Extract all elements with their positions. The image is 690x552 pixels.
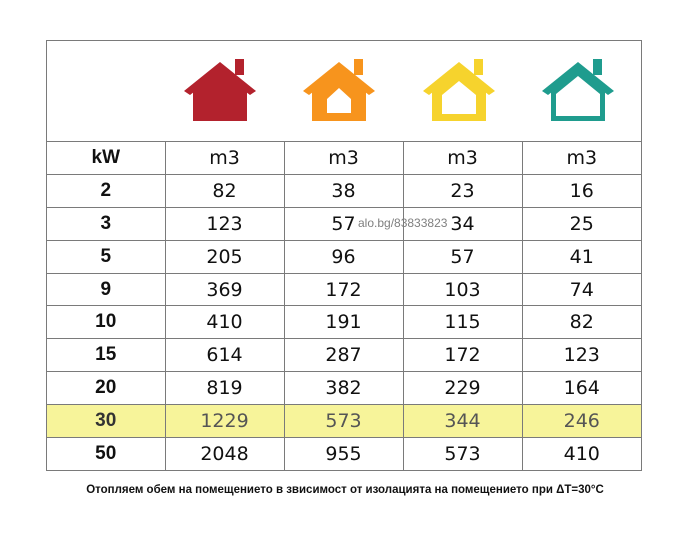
volume-cell: 1229 <box>164 404 285 439</box>
volume-cell: 82 <box>164 173 285 208</box>
volume-cell: 57 <box>283 206 404 241</box>
volume-cell: 382 <box>283 371 404 406</box>
volume-cell: 573 <box>283 404 404 439</box>
volume-cell: 205 <box>164 239 285 274</box>
table-caption: Отопляем обем на помещението в звисимост… <box>86 484 604 496</box>
volume-table: kW m3 m3 m3 m3 2 82 38 23 16 3 123 57 34… <box>47 141 641 471</box>
table-row: 2 82 38 23 16 <box>47 173 641 208</box>
table-row: 50 2048 955 573 410 <box>47 437 641 471</box>
volume-cell: 82 <box>521 305 641 340</box>
volume-cell: 123 <box>164 206 285 241</box>
table-row: 9 369 172 103 74 <box>47 272 641 307</box>
volume-cell: 115 <box>402 305 523 340</box>
header-m3: m3 <box>164 141 285 175</box>
kw-cell: 20 <box>47 371 166 406</box>
volume-cell: 819 <box>164 371 285 406</box>
table-header-row: kW m3 m3 m3 m3 <box>47 141 641 175</box>
table-row: 20 819 382 229 164 <box>47 371 641 406</box>
kw-cell: 50 <box>47 437 166 471</box>
header-m3: m3 <box>402 141 523 175</box>
kw-cell: 9 <box>47 272 166 307</box>
table-row-highlighted: 30 1229 573 344 246 <box>47 404 641 439</box>
kw-cell: 5 <box>47 239 166 274</box>
header-m3: m3 <box>521 141 641 175</box>
volume-cell: 96 <box>283 239 404 274</box>
volume-cell: 191 <box>283 305 404 340</box>
house-teal-icon <box>542 59 614 121</box>
table-row: 10 410 191 115 82 <box>47 305 641 340</box>
volume-cell: 369 <box>164 272 285 307</box>
volume-cell: 573 <box>402 437 523 471</box>
volume-cell: 2048 <box>164 437 285 471</box>
table-row: 3 123 57 34 25 <box>47 206 641 241</box>
volume-cell: 614 <box>164 338 285 373</box>
header-m3: m3 <box>283 141 404 175</box>
volume-cell: 41 <box>521 239 641 274</box>
volume-cell: 287 <box>283 338 404 373</box>
volume-cell: 23 <box>402 173 523 208</box>
house-yellow-icon <box>423 59 495 121</box>
volume-cell: 172 <box>283 272 404 307</box>
house-red-icon <box>184 59 256 121</box>
volume-cell: 172 <box>402 338 523 373</box>
volume-cell: 229 <box>402 371 523 406</box>
insulation-icon-row <box>47 41 641 141</box>
house-orange-icon <box>303 59 375 121</box>
volume-cell: 103 <box>402 272 523 307</box>
volume-cell: 16 <box>521 173 641 208</box>
kw-cell: 2 <box>47 173 166 208</box>
kw-cell: 30 <box>47 404 166 439</box>
watermark: alo.bg/83833823 <box>358 216 448 230</box>
header-kw: kW <box>47 141 166 175</box>
kw-cell: 3 <box>47 206 166 241</box>
volume-cell: 25 <box>521 206 641 241</box>
volume-cell: 74 <box>521 272 641 307</box>
volume-cell: 123 <box>521 338 641 373</box>
volume-cell: 955 <box>283 437 404 471</box>
volume-cell: 344 <box>402 404 523 439</box>
volume-cell: 246 <box>521 404 641 439</box>
kw-cell: 15 <box>47 338 166 373</box>
volume-cell: 164 <box>521 371 641 406</box>
table-row: 5 205 96 57 41 <box>47 239 641 274</box>
volume-table-frame: kW m3 m3 m3 m3 2 82 38 23 16 3 123 57 34… <box>46 40 642 471</box>
volume-cell: 410 <box>164 305 285 340</box>
volume-cell: 57 <box>402 239 523 274</box>
volume-cell: 38 <box>283 173 404 208</box>
kw-cell: 10 <box>47 305 166 340</box>
table-row: 15 614 287 172 123 <box>47 338 641 373</box>
volume-cell: 410 <box>521 437 641 471</box>
